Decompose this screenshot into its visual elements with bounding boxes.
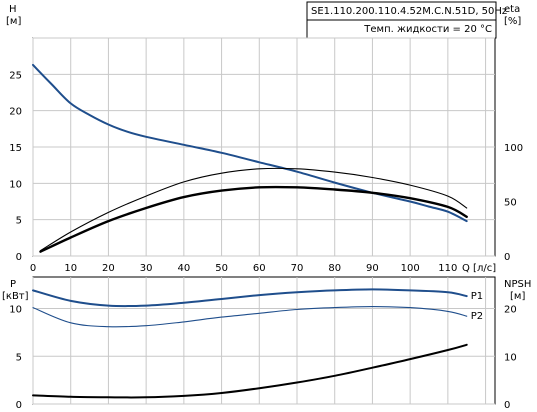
x-tick-label: 30 bbox=[140, 263, 153, 274]
liquid-temperature: Темп. жидкости = 20 °C bbox=[363, 24, 492, 35]
npsh-tick-label: 10 bbox=[504, 352, 517, 363]
eta-axis-unit: [%] bbox=[504, 16, 521, 27]
curve-labels: P1 P2 bbox=[471, 291, 483, 322]
x-tick-label: 20 bbox=[102, 263, 115, 274]
power-tick-label: 5 bbox=[16, 352, 22, 363]
p1-curve-label: P1 bbox=[471, 291, 483, 302]
tick-labels: 0 10 20 30 40 50 60 70 80 90 100 110051015202505010… bbox=[9, 70, 523, 411]
eta-thick-curve bbox=[39, 185, 468, 253]
bottom-grid bbox=[32, 277, 495, 405]
x-tick-label: 80 bbox=[328, 263, 341, 274]
x-tick-label: 100 bbox=[401, 263, 420, 274]
head-curve bbox=[32, 63, 468, 223]
eta-axis-label: eta bbox=[504, 4, 520, 15]
p2-curve bbox=[32, 306, 468, 328]
npsh-axis-label: NPSH bbox=[504, 279, 531, 290]
bottom-plot-frame bbox=[32, 276, 496, 405]
top-grid bbox=[32, 37, 495, 257]
x-tick-label: 90 bbox=[366, 263, 379, 274]
eta-tick-label: 100 bbox=[504, 143, 523, 154]
curves bbox=[32, 63, 468, 399]
npsh-curve bbox=[32, 343, 468, 399]
power-tick-label: 10 bbox=[9, 305, 22, 316]
head-tick-label: 20 bbox=[9, 107, 22, 118]
eta-tick-label: 50 bbox=[504, 198, 517, 209]
power-tick-label: 0 bbox=[16, 400, 22, 411]
p2-curve-label: P2 bbox=[471, 311, 483, 322]
head-tick-label: 25 bbox=[9, 70, 22, 81]
x-tick-label: 0 bbox=[30, 263, 36, 274]
power-axis-unit: [кВт] bbox=[2, 291, 29, 302]
x-tick-label: 50 bbox=[215, 263, 228, 274]
npsh-axis-unit: [м] bbox=[510, 291, 525, 302]
eta-tick-label: 0 bbox=[504, 252, 510, 263]
npsh-tick-label: 0 bbox=[504, 400, 510, 411]
head-tick-label: 0 bbox=[16, 252, 22, 263]
p1-curve bbox=[32, 288, 468, 308]
x-tick-label: 10 bbox=[64, 263, 77, 274]
pump-model: SE1.110.200.110.4.52M.C.N.51D, 50Hz bbox=[311, 6, 507, 17]
x-tick-label: 70 bbox=[291, 263, 304, 274]
head-axis-label: H bbox=[9, 4, 17, 15]
head-tick-label: 5 bbox=[16, 216, 22, 227]
x-tick-label: 40 bbox=[177, 263, 190, 274]
x-tick-label: 60 bbox=[253, 263, 266, 274]
head-tick-label: 10 bbox=[9, 179, 22, 190]
x-tick-label: 110 bbox=[438, 263, 457, 274]
head-axis-unit: [м] bbox=[6, 16, 21, 27]
eta-thin-curve bbox=[39, 167, 468, 252]
npsh-tick-label: 20 bbox=[504, 305, 517, 316]
head-tick-label: 15 bbox=[9, 143, 22, 154]
flow-axis-label: Q [л/с] bbox=[462, 263, 496, 274]
power-axis-label: P bbox=[10, 279, 16, 290]
